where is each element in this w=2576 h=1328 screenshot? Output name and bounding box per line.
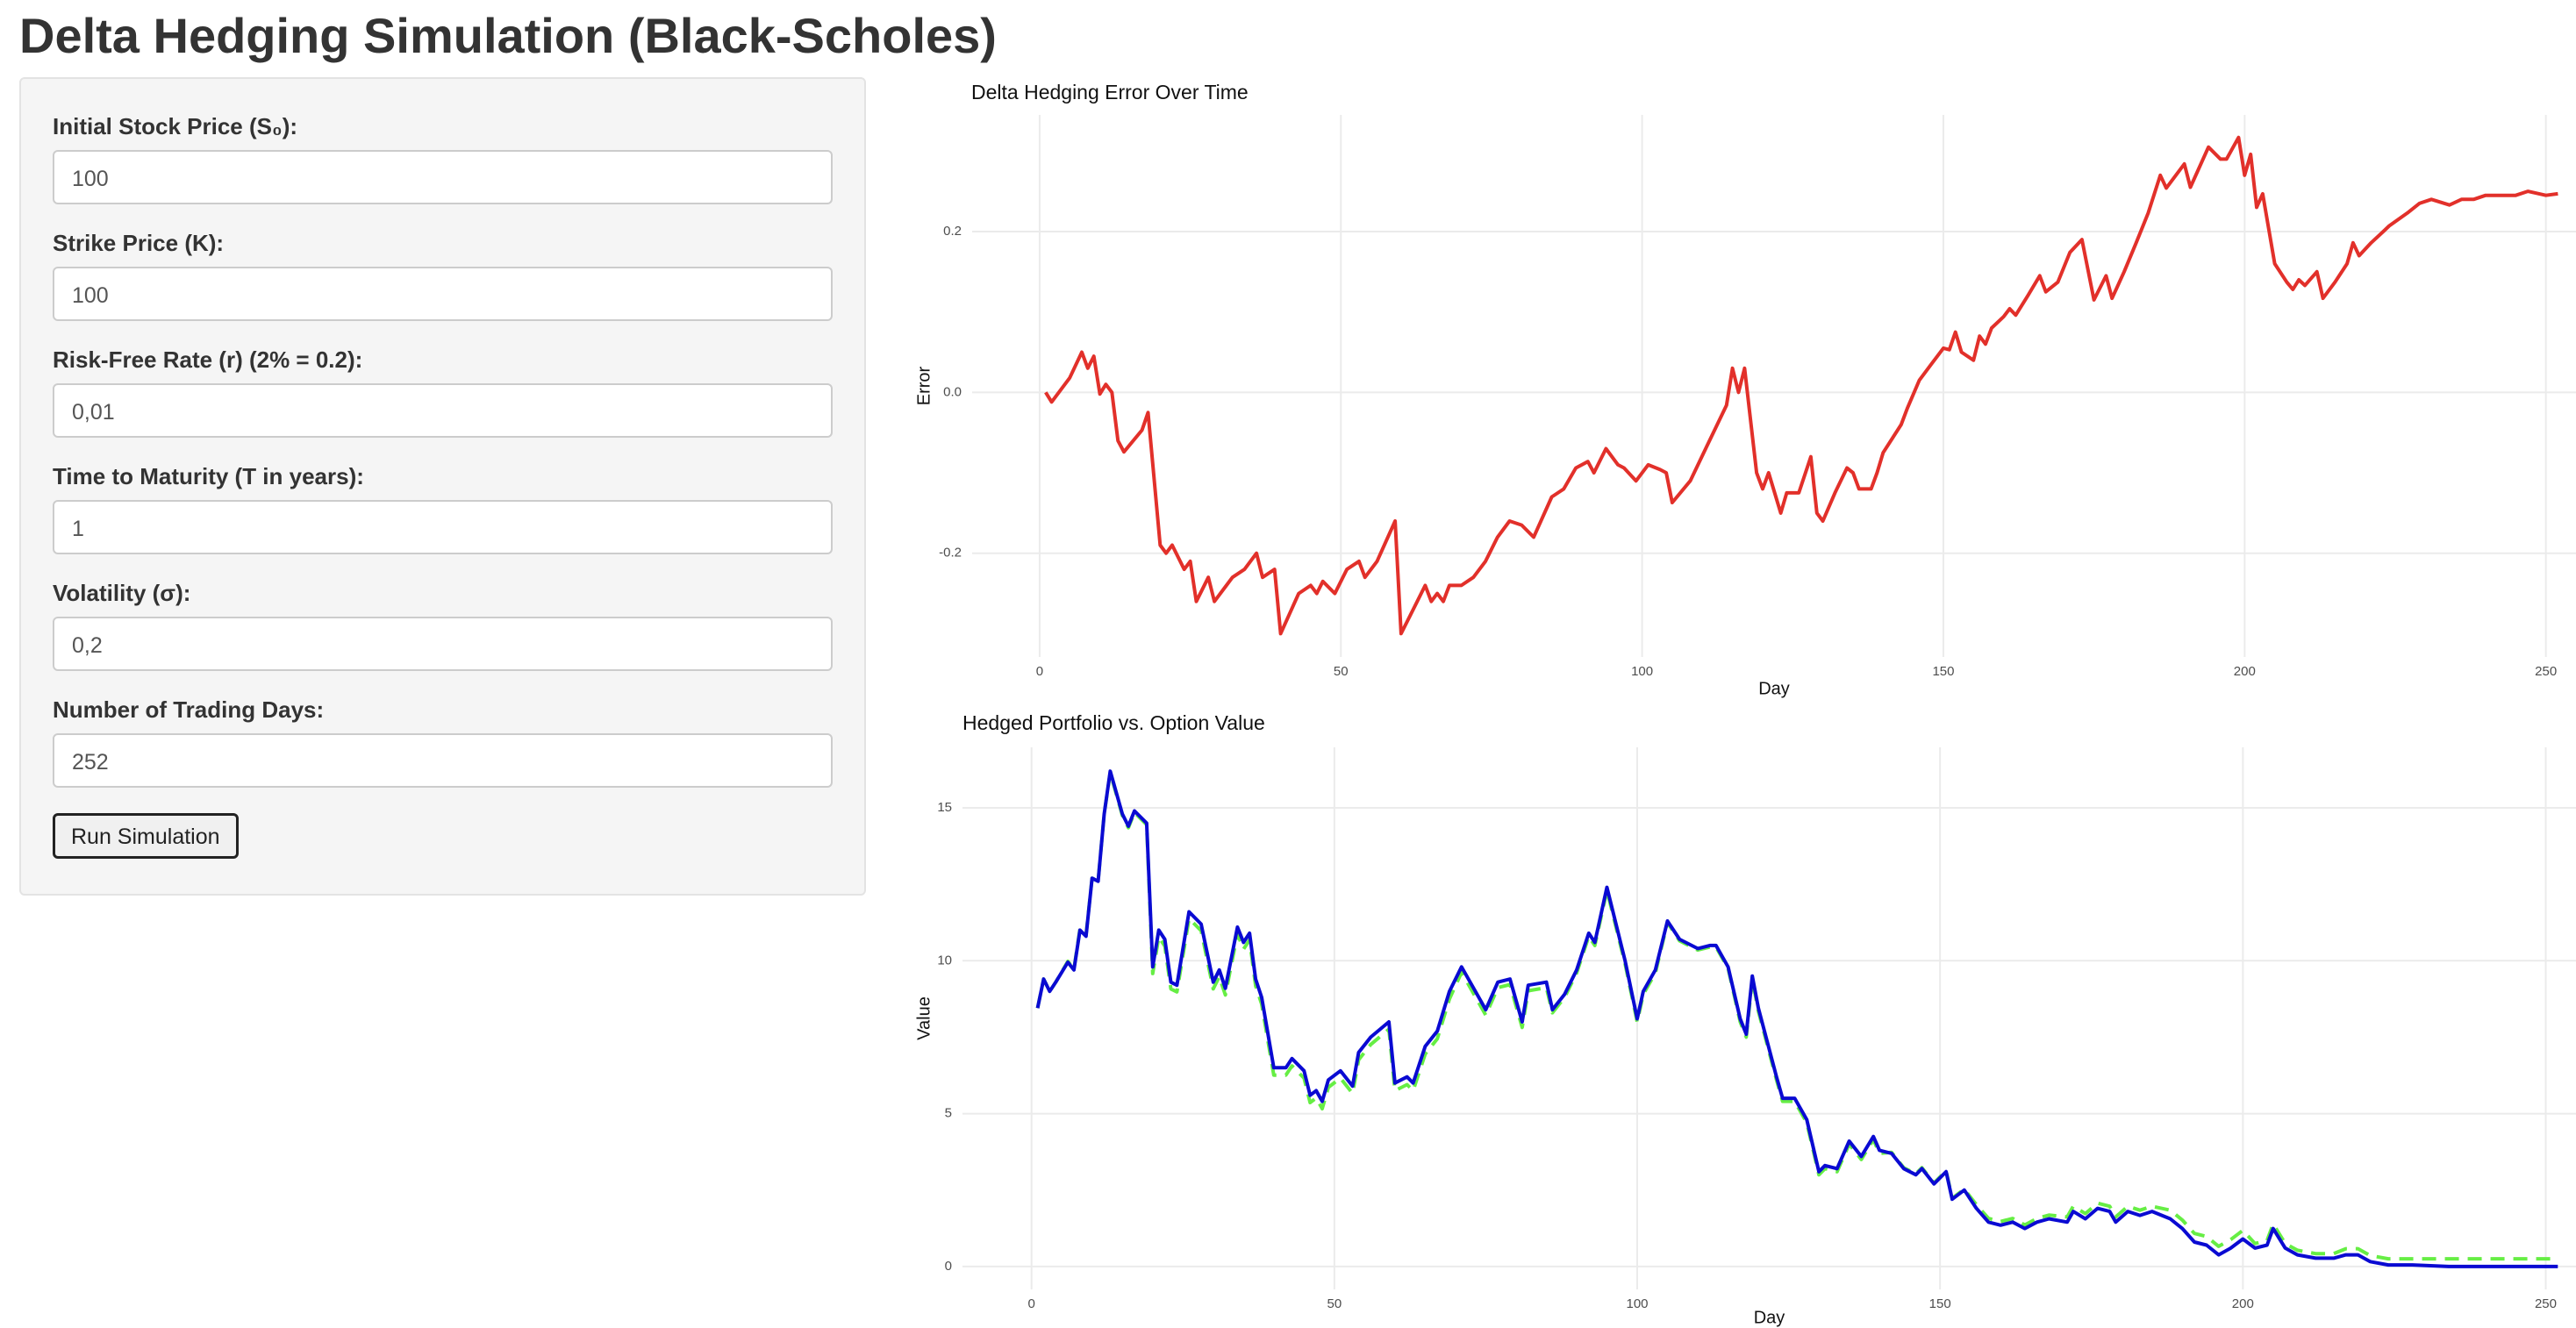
x-tick-label: 100 (1626, 1296, 1648, 1311)
field-label: Risk-Free Rate (r) (2% = 0.2): (53, 346, 363, 373)
x-axis-label: Day (1758, 679, 1790, 698)
text-input[interactable]: 252 (53, 733, 833, 788)
y-tick-label: -0.2 (939, 546, 962, 560)
field-label: Strike Price (K): (53, 230, 225, 256)
text-input[interactable]: 1 (53, 500, 833, 554)
text-input[interactable]: 0,01 (53, 383, 833, 438)
field-label: Volatility (σ): (53, 580, 191, 606)
x-tick-label: 150 (1932, 664, 1954, 679)
y-axis-label: Value (914, 996, 934, 1040)
x-tick-label: 200 (2234, 664, 2256, 679)
text-input[interactable]: 0,2 (53, 617, 833, 671)
y-tick-label: 10 (937, 953, 952, 967)
y-tick-label: 15 (937, 800, 952, 815)
data-line (1035, 769, 2558, 1268)
field-label: Initial Stock Price (S₀): (53, 113, 298, 139)
x-tick-label: 50 (1334, 664, 1349, 679)
y-tick-label: 0.2 (943, 224, 962, 239)
x-tick-label: 250 (2535, 664, 2557, 679)
y-axis-label: Error (914, 366, 934, 405)
y-tick-label: 5 (945, 1106, 952, 1121)
data-line (1044, 135, 2558, 636)
field-label: Number of Trading Days: (53, 696, 325, 723)
x-tick-label: 100 (1631, 664, 1653, 679)
y-tick-label: 0.0 (943, 384, 962, 399)
input-panel: Initial Stock Price (S₀): 100 Strike Price… (19, 77, 866, 896)
text-input[interactable]: 100 (53, 267, 833, 321)
chart-title: Delta Hedging Error Over Time (971, 81, 1249, 104)
chart-title: Hedged Portfolio vs. Option Value (962, 711, 1265, 734)
x-axis-label: Day (1754, 1308, 1785, 1327)
run-button[interactable]: Run Simulation (53, 813, 239, 859)
x-tick-label: 250 (2535, 1296, 2557, 1311)
x-tick-label: 200 (2232, 1296, 2254, 1311)
x-tick-label: 0 (1036, 664, 1043, 679)
x-tick-label: 150 (1929, 1296, 1951, 1311)
page-title: Delta Hedging Simulation (Black-Scholes) (19, 8, 997, 63)
y-tick-label: 0 (945, 1259, 952, 1274)
x-tick-label: 50 (1327, 1296, 1342, 1311)
x-tick-label: 0 (1028, 1296, 1035, 1311)
text-input[interactable]: 100 (53, 150, 833, 204)
field-label: Time to Maturity (T in years): (53, 463, 364, 489)
